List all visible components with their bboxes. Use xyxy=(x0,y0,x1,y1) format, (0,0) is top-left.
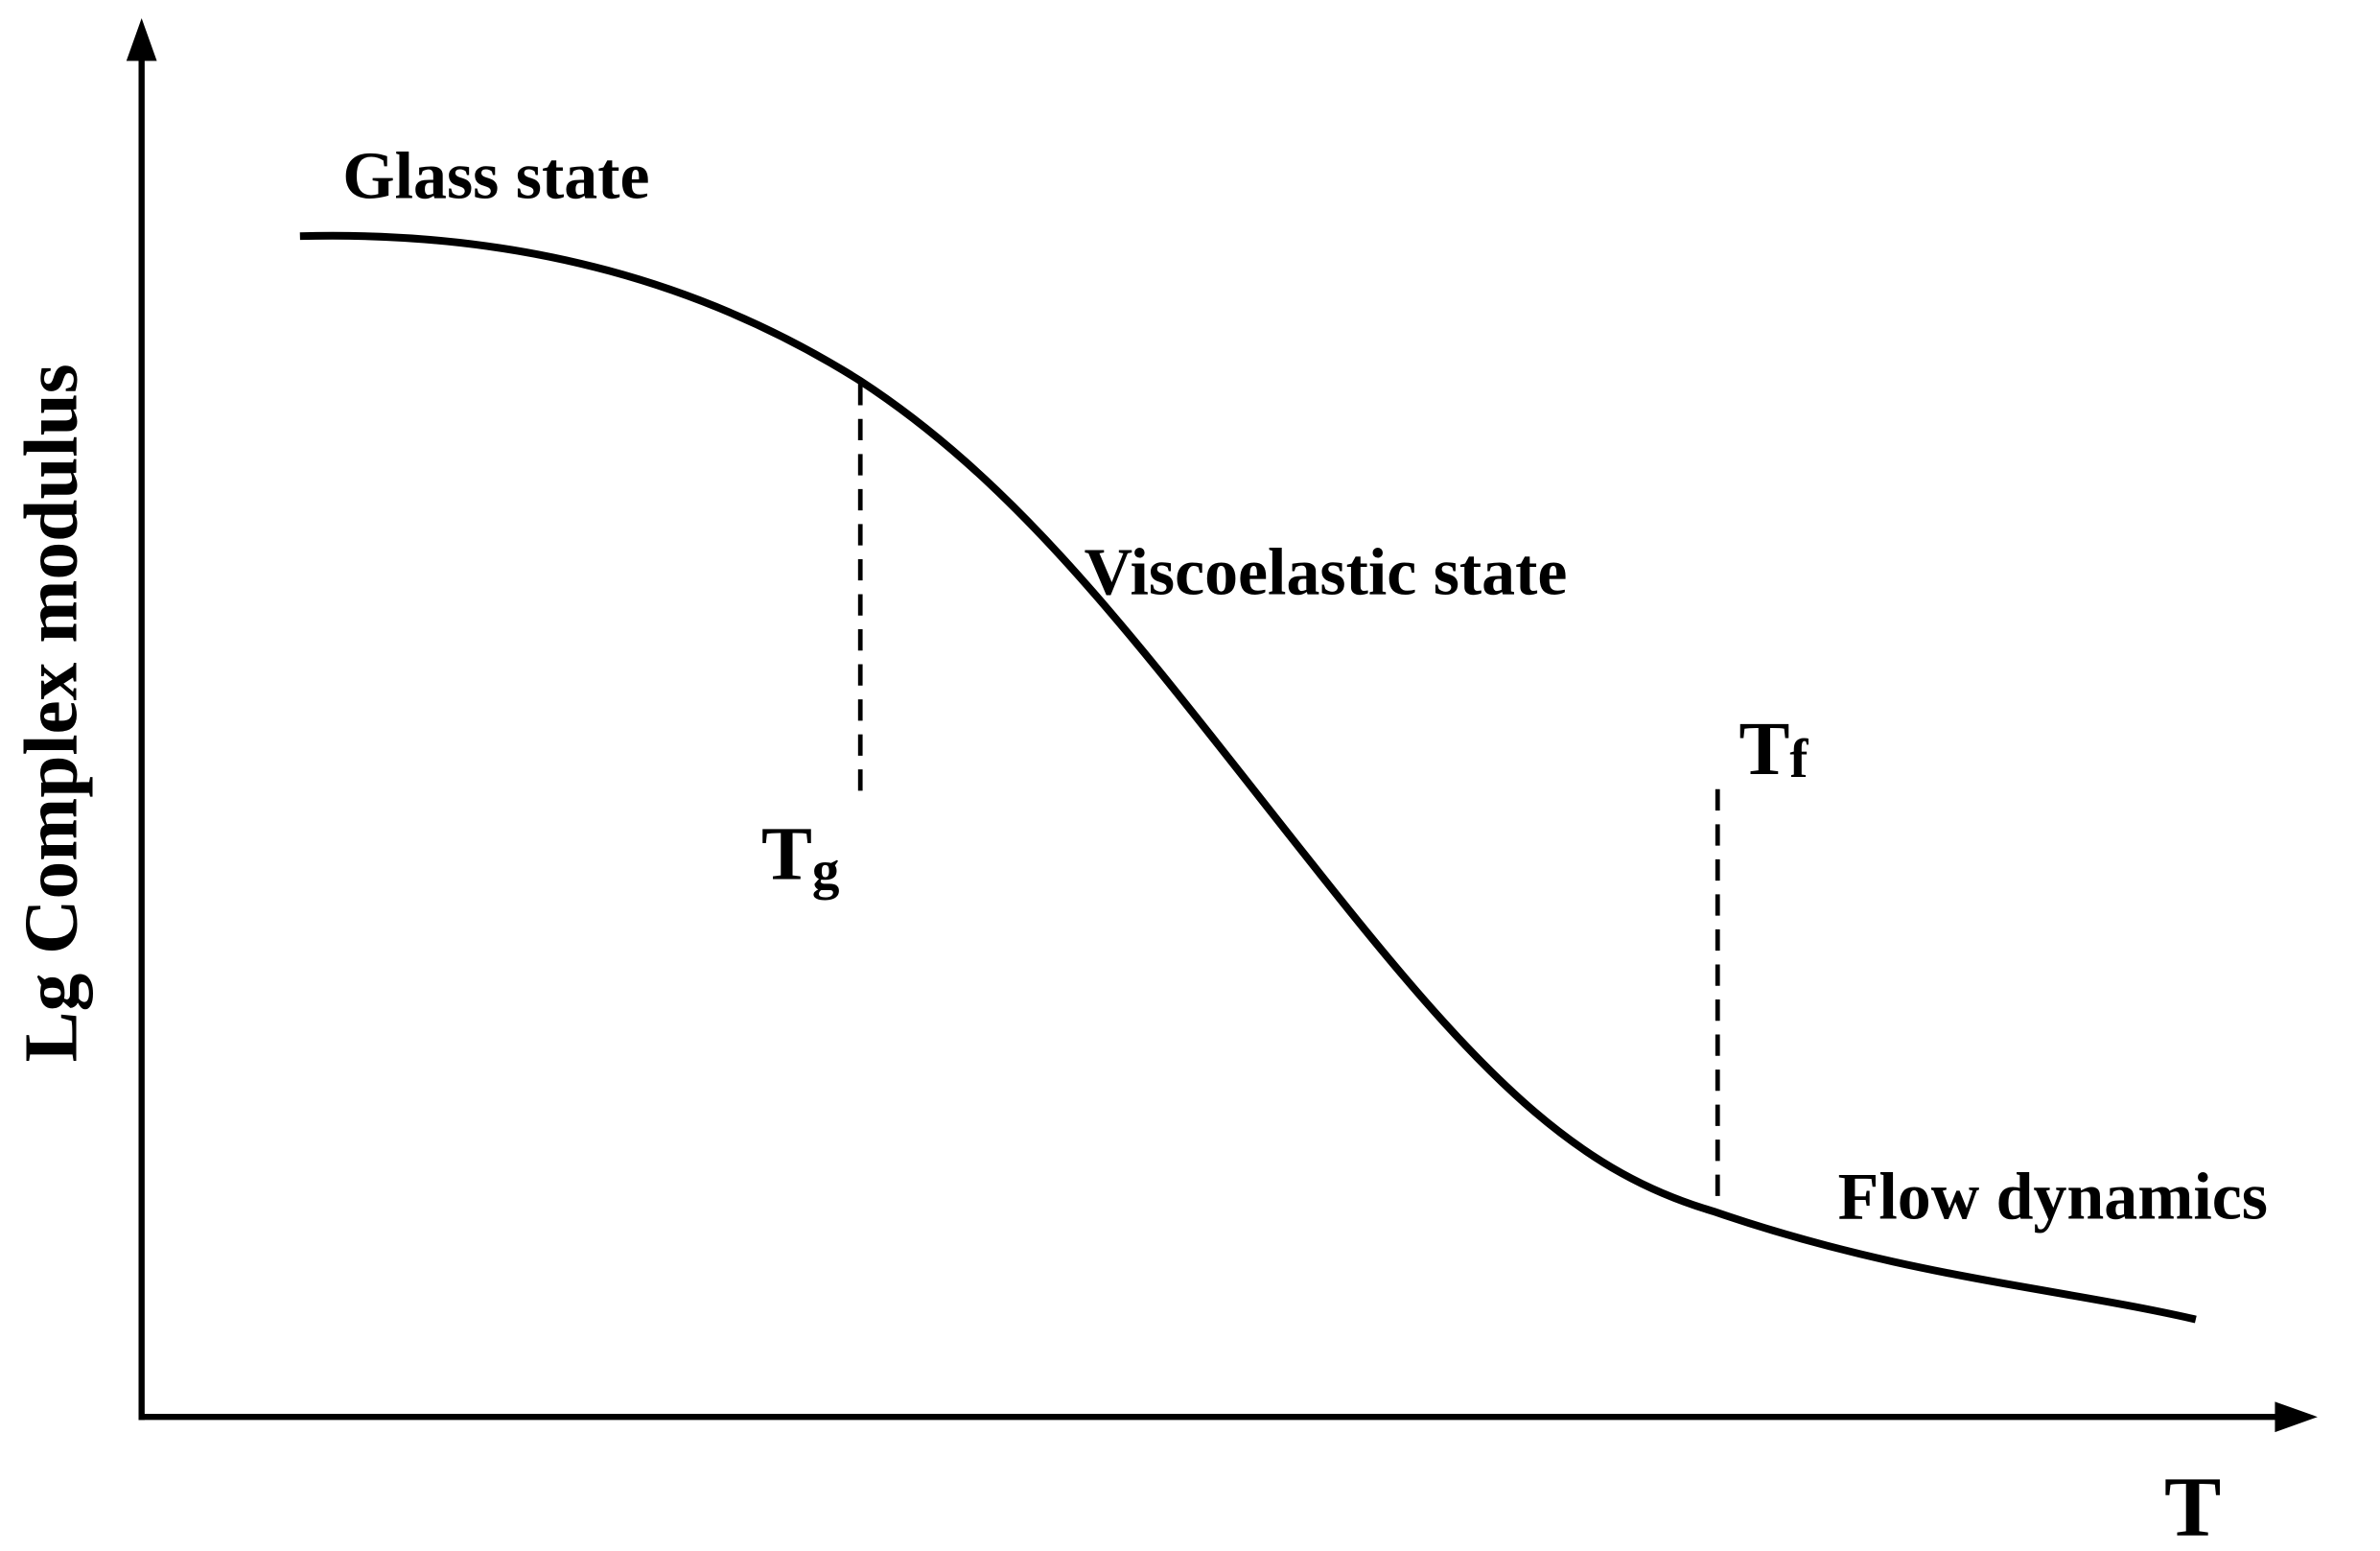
region-label: Glass state xyxy=(342,139,649,213)
region-label: Flow dynamics xyxy=(1838,1161,2268,1234)
y-axis-label: Lg Complex modulus xyxy=(9,364,93,1062)
modulus-curve xyxy=(299,231,2197,1324)
x-axis-arrow xyxy=(2275,1401,2318,1433)
marker-symbol: T xyxy=(1738,707,1789,791)
marker-symbol: T xyxy=(761,812,812,897)
marker-label: Tg xyxy=(761,812,840,902)
marker-subscript: g xyxy=(812,840,840,901)
marker-subscript: f xyxy=(1789,729,1808,789)
y-axis-arrow xyxy=(126,18,157,61)
marker-label: Tf xyxy=(1738,707,1808,791)
x-axis-label: T xyxy=(2164,1461,2221,1551)
region-label: Viscoelastic state xyxy=(1085,535,1568,609)
